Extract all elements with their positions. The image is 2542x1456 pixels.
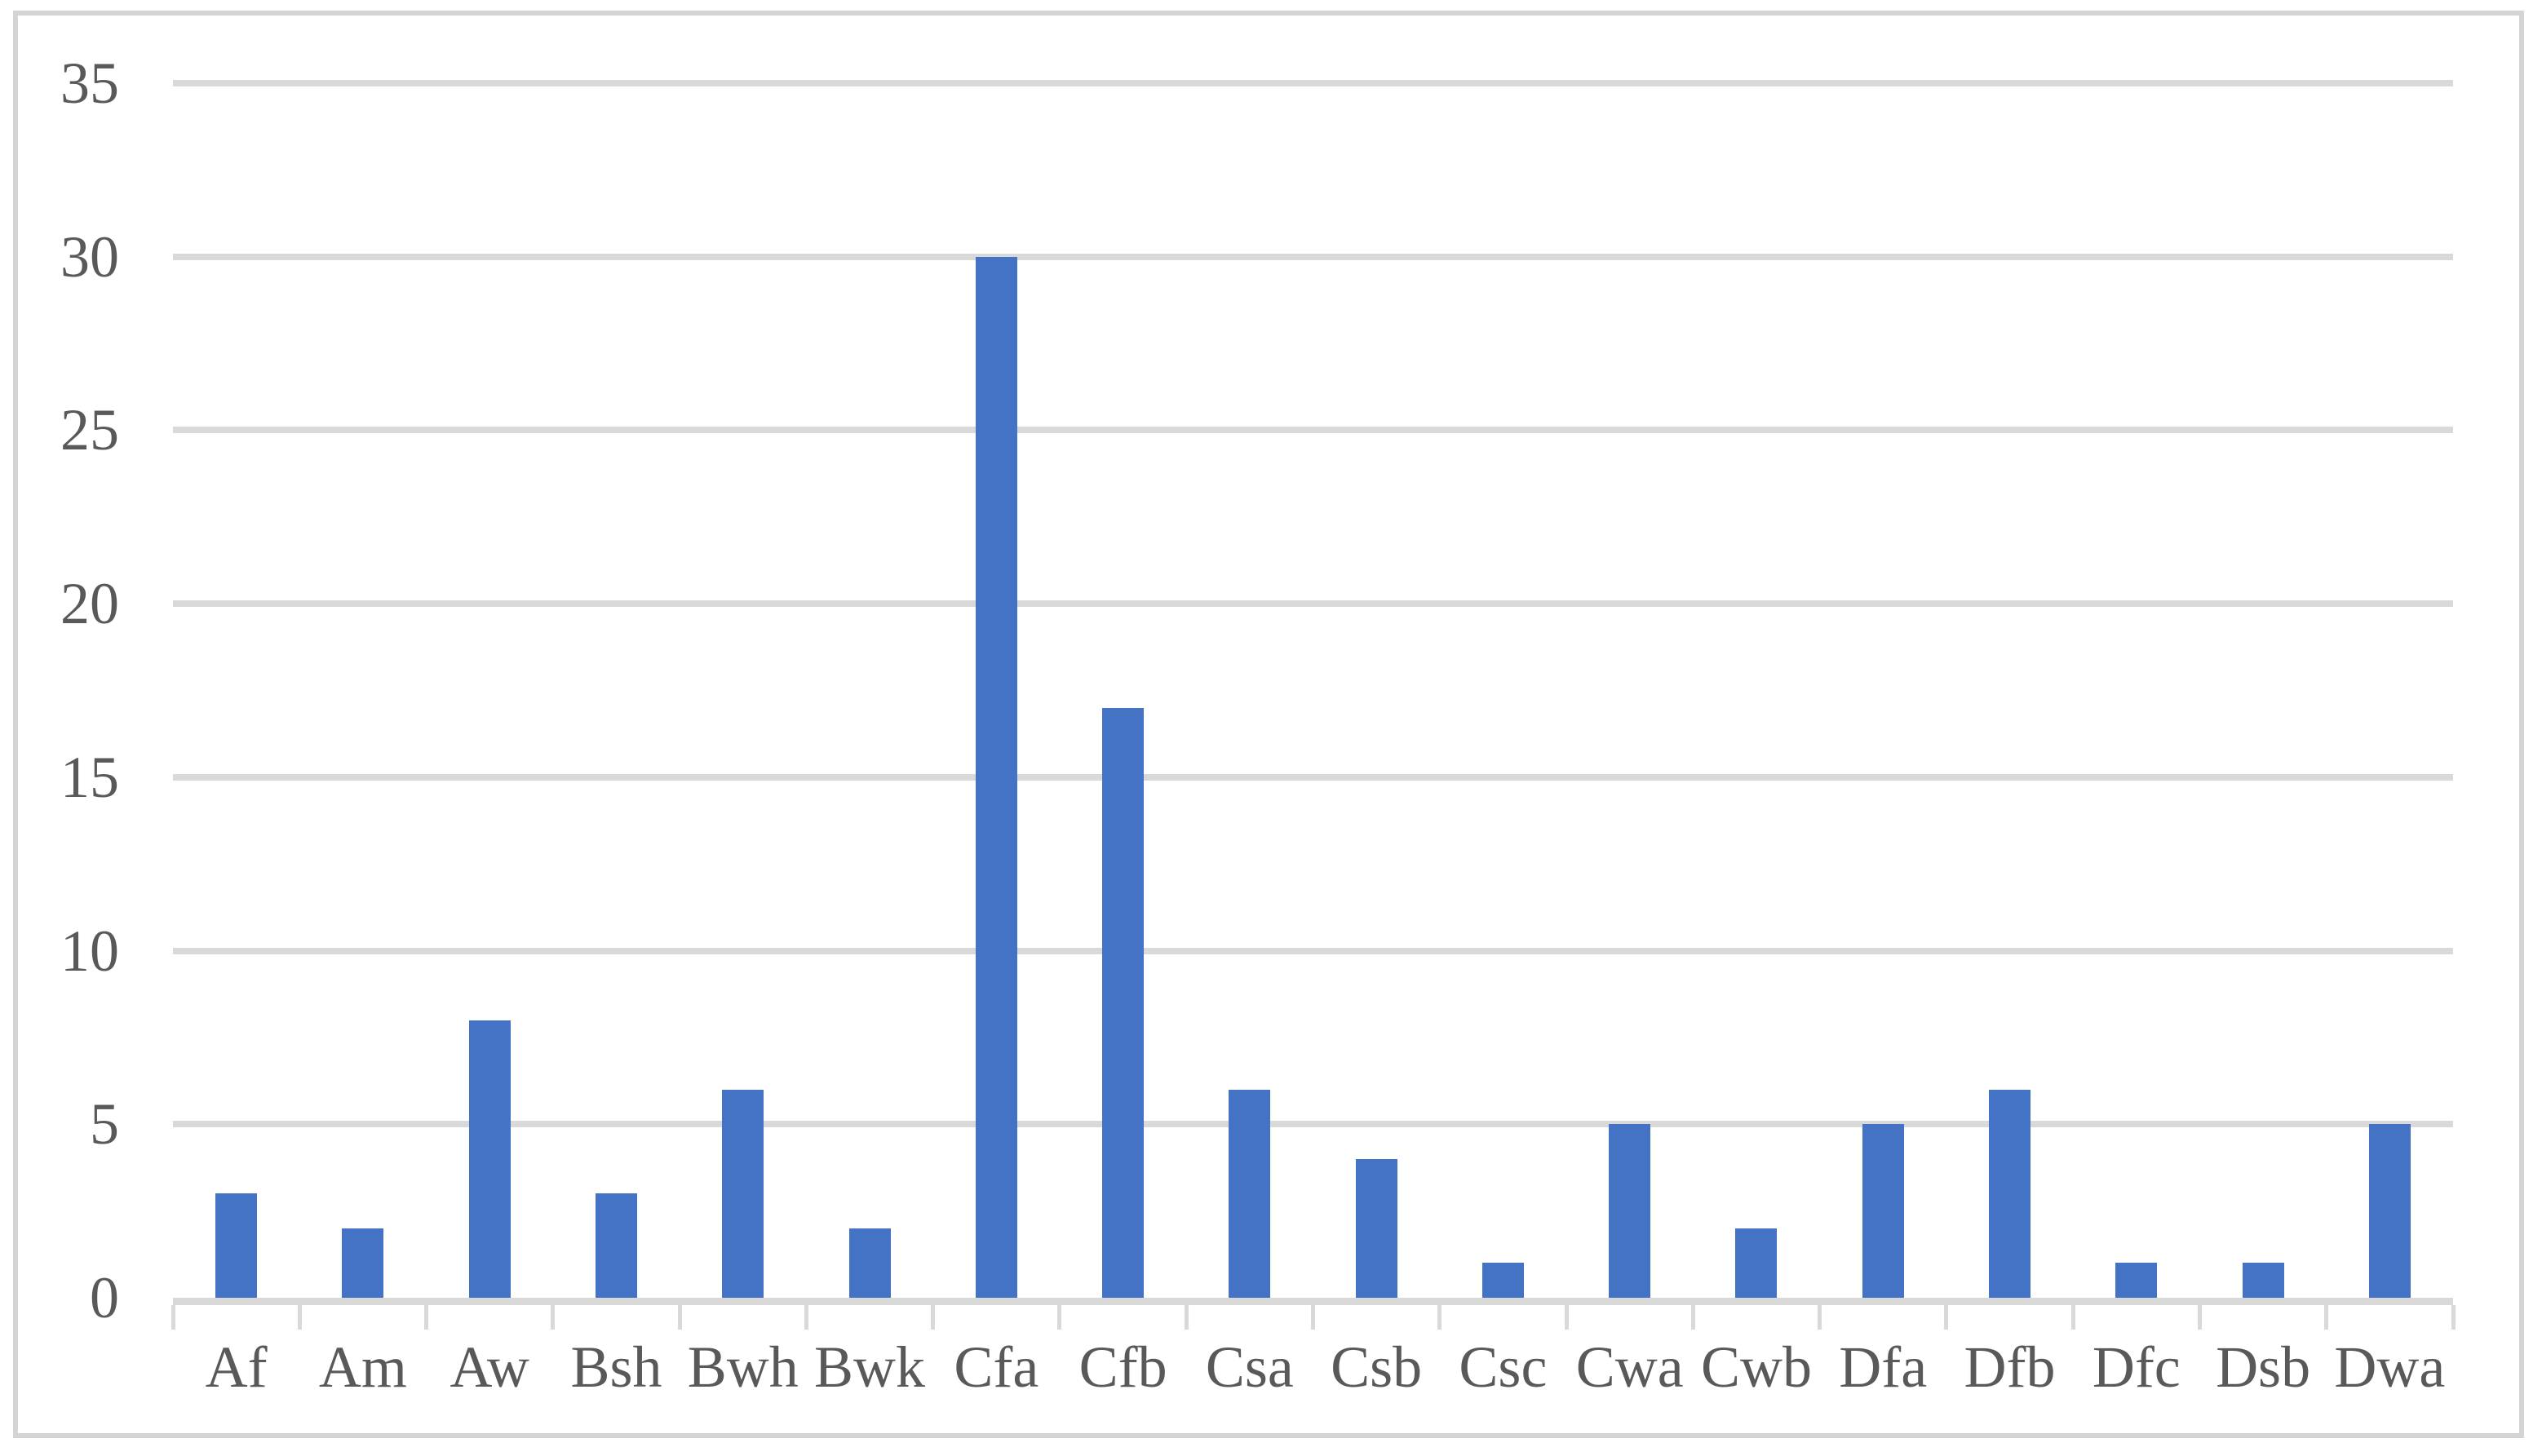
bar-Am <box>342 1228 384 1298</box>
bar-Bsh <box>595 1193 637 1298</box>
x-axis-tick <box>2197 1305 2202 1330</box>
bar-Dsb <box>2242 1263 2284 1298</box>
gridline-15 <box>173 773 2453 781</box>
x-axis-tick <box>1311 1305 1315 1330</box>
y-tick-label-10: 10 <box>60 918 119 984</box>
y-tick-label-20: 20 <box>60 571 119 637</box>
bar-Csc <box>1481 1263 1524 1298</box>
x-axis-tick <box>1690 1305 1695 1330</box>
gridline-5 <box>173 1121 2453 1128</box>
x-tick-label-Cwa: Cwa <box>1575 1334 1684 1400</box>
y-tick-label-15: 15 <box>60 744 119 810</box>
bar-Aw <box>468 1020 511 1298</box>
bar-Bwh <box>722 1089 764 1298</box>
bar-Af <box>215 1193 258 1298</box>
x-tick-label-Af: Af <box>205 1334 268 1400</box>
bar-Cfb <box>1102 707 1145 1298</box>
x-axis-tick <box>424 1305 429 1330</box>
bar-Csb <box>1355 1158 1397 1298</box>
x-axis-tick <box>2324 1305 2329 1330</box>
x-axis-tick <box>1944 1305 1949 1330</box>
x-tick-label-Cwb: Cwb <box>1700 1334 1812 1400</box>
gridline-10 <box>173 947 2453 954</box>
x-tick-label-Bwk: Bwk <box>814 1334 926 1400</box>
x-axis-tick <box>804 1305 808 1330</box>
gridline-30 <box>173 253 2453 260</box>
x-tick-label-Dfa: Dfa <box>1839 1334 1928 1400</box>
x-axis-tick <box>1057 1305 1062 1330</box>
bar-Bwk <box>848 1228 891 1298</box>
y-tick-label-30: 30 <box>60 223 119 290</box>
x-axis-tick <box>297 1305 302 1330</box>
bar-Cfa <box>975 256 1017 1298</box>
bar-Dfa <box>1862 1124 1904 1298</box>
x-tick-label-Bwh: Bwh <box>687 1334 799 1400</box>
x-axis-tick <box>1184 1305 1189 1330</box>
y-tick-label-25: 25 <box>60 397 119 463</box>
x-tick-label-Bsh: Bsh <box>570 1334 662 1400</box>
x-tick-label-Dwa: Dwa <box>2334 1334 2446 1400</box>
bar-Cwa <box>1609 1124 1651 1298</box>
gridline-35 <box>173 80 2453 86</box>
x-axis-tick <box>1564 1305 1569 1330</box>
x-axis-tick <box>170 1305 175 1330</box>
x-axis-line <box>173 1298 2453 1305</box>
x-tick-label-Dsb: Dsb <box>2216 1334 2311 1400</box>
gridline-25 <box>173 427 2453 434</box>
x-axis-tick <box>551 1305 556 1330</box>
x-axis-tick <box>1818 1305 1822 1330</box>
bar-Dwa <box>2368 1124 2411 1298</box>
x-axis-tick <box>677 1305 682 1330</box>
bar-Dfb <box>1989 1089 2031 1298</box>
x-tick-label-Dfb: Dfb <box>1964 1334 2056 1400</box>
y-tick-label-0: 0 <box>90 1265 119 1330</box>
x-tick-label-Csa: Csa <box>1205 1334 1294 1400</box>
x-tick-label-Csb: Csb <box>1331 1334 1423 1400</box>
bar-Csa <box>1229 1089 1271 1298</box>
x-tick-label-Cfa: Cfa <box>954 1334 1039 1400</box>
x-axis-tick <box>2451 1305 2456 1330</box>
bar-Dfc <box>2115 1263 2158 1298</box>
x-axis-tick <box>931 1305 936 1330</box>
x-tick-label-Cfb: Cfb <box>1078 1334 1167 1400</box>
x-tick-label-Aw: Aw <box>450 1334 529 1400</box>
gridline-20 <box>173 600 2453 608</box>
y-tick-label-5: 5 <box>90 1091 119 1157</box>
bar-Cwb <box>1735 1228 1778 1298</box>
x-tick-label-Csc: Csc <box>1459 1334 1548 1400</box>
x-axis-tick <box>2070 1305 2075 1330</box>
y-tick-label-35: 35 <box>60 51 119 116</box>
x-axis-tick <box>1437 1305 1442 1330</box>
x-tick-label-Am: Am <box>318 1334 407 1400</box>
figure-border <box>13 11 2524 1438</box>
x-tick-label-Dfc: Dfc <box>2092 1334 2181 1400</box>
